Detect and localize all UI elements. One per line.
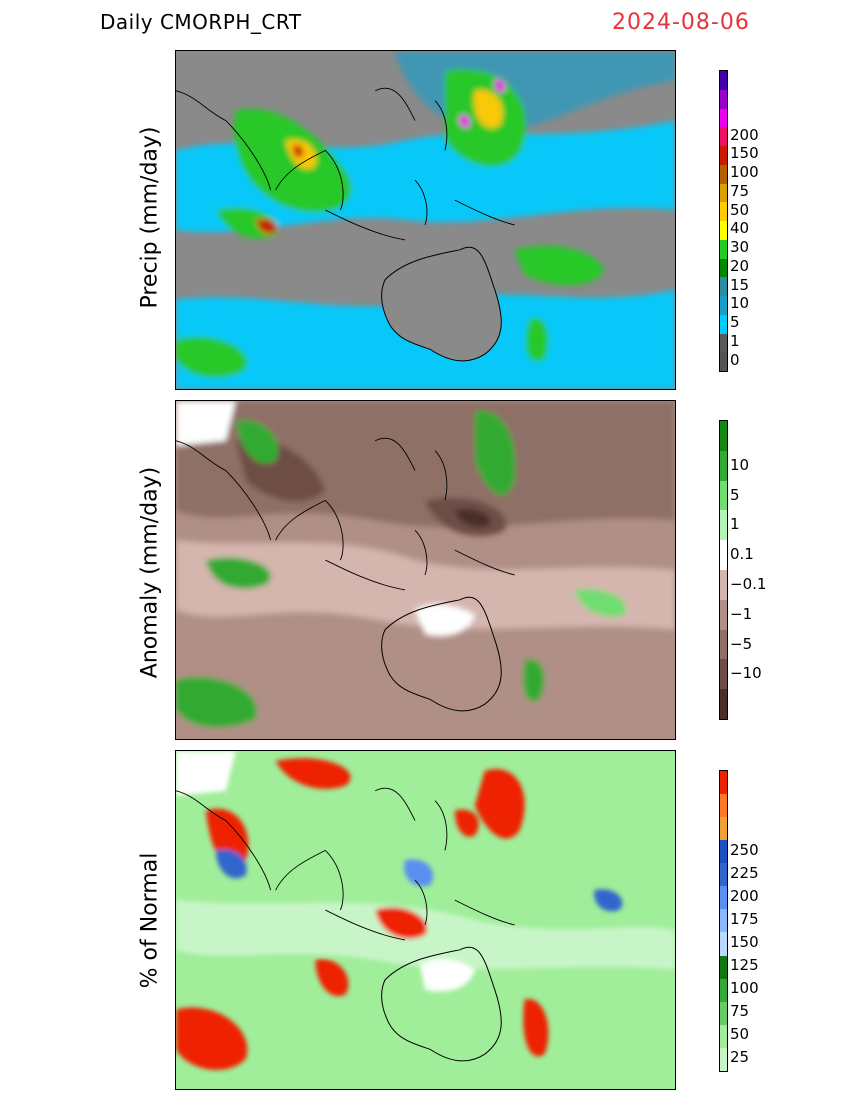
colorbar-tick-label: 25 [730, 1048, 750, 1067]
colorbar-tick-label: 175 [730, 910, 759, 928]
colorbar-tick-label: −0.1 [730, 574, 767, 593]
colorbar-swatch [720, 909, 727, 933]
colorbar-swatch [720, 510, 727, 541]
colorbar-swatch [720, 629, 727, 660]
colorbar-swatch [720, 794, 727, 818]
colorbar-swatch [720, 599, 727, 630]
colorbar-swatch [720, 1047, 727, 1071]
colorbar-tick-label: 100 [730, 979, 759, 998]
colorbar-tick-label: 15 [730, 275, 750, 294]
product-title: Daily CMORPH_CRT [100, 10, 302, 34]
colorbar-tick-label: 5 [730, 313, 740, 332]
anomaly-map-panel [175, 400, 676, 740]
colorbar-tick-label: 75 [730, 181, 750, 200]
date-title: 2024-08-06 [612, 10, 750, 35]
colorbar-tick-label: −10 [730, 664, 762, 683]
colorbar-tick-label: 1 [730, 515, 740, 534]
colorbar-swatch [720, 689, 727, 719]
colorbar-tick-label: 30 [730, 238, 750, 257]
colorbar-swatch [720, 817, 727, 841]
colorbar-tick-label: 200 [730, 125, 759, 144]
colorbar-swatch [720, 108, 727, 128]
colorbar-swatch [720, 886, 727, 910]
colorbar-tick-label: 100 [730, 163, 759, 182]
colorbar-swatch [720, 127, 727, 146]
colorbar-tick-label: 75 [730, 1002, 750, 1021]
colorbar-swatch [720, 421, 727, 451]
colorbar-swatch [720, 955, 727, 979]
colorbar-tick-label: 0.1 [730, 545, 754, 564]
colorbar-tick-label: 50 [730, 200, 750, 219]
colorbar-swatch [720, 978, 727, 1002]
colorbar-swatch [720, 771, 727, 795]
colorbar-swatch [720, 258, 727, 278]
colorbar-swatch [720, 146, 727, 165]
colorbar-tick-label: −5 [730, 634, 753, 653]
colorbar-swatch [720, 71, 727, 90]
precip-map-panel [175, 50, 676, 390]
colorbar-swatch [720, 540, 727, 570]
colorbar-swatch [720, 202, 727, 221]
colorbar-swatch [720, 450, 727, 481]
colorbar-swatch [720, 314, 727, 334]
colorbar-swatch [720, 296, 727, 315]
colorbar-swatch [720, 659, 727, 690]
colorbar-tick-label: 50 [730, 1025, 750, 1044]
colorbar-swatch [720, 183, 727, 203]
colorbar-tick-label: 5 [730, 485, 740, 504]
colorbar-swatch [720, 840, 727, 864]
anomaly-colorbar [719, 420, 728, 720]
colorbar-swatch [720, 1001, 727, 1025]
colorbar-tick-label: −1 [730, 604, 753, 623]
colorbar-swatch [720, 352, 727, 371]
colorbar-swatch [720, 89, 727, 109]
colorbar-swatch [720, 932, 727, 956]
colorbar-swatch [720, 277, 727, 296]
precip-colorbar [719, 70, 728, 372]
colorbar-tick-label: 10 [730, 294, 750, 313]
colorbar-tick-label: 200 [730, 886, 759, 905]
colorbar-swatch [720, 239, 727, 259]
colorbar-swatch [720, 1024, 727, 1048]
colorbar-tick-label: 40 [730, 219, 750, 238]
percent-normal-ylabel: % of Normal [137, 852, 163, 989]
percent-normal-colorbar [719, 770, 728, 1072]
colorbar-swatch [720, 333, 727, 353]
colorbar-swatch [720, 863, 727, 887]
colorbar-tick-label: 10 [730, 455, 750, 474]
colorbar-tick-label: 150 [730, 144, 759, 163]
colorbar-tick-label: 225 [730, 863, 759, 882]
colorbar-tick-label: 250 [730, 840, 759, 859]
colorbar-swatch [720, 569, 727, 600]
colorbar-tick-label: 0 [730, 350, 740, 369]
precip-ylabel: Precip (mm/day) [137, 126, 163, 309]
colorbar-tick-label: 125 [730, 956, 759, 975]
percent-normal-map-panel [175, 750, 676, 1090]
colorbar-swatch [720, 164, 727, 184]
colorbar-tick-label: 20 [730, 256, 750, 275]
percent-normal-map [176, 751, 675, 1089]
anomaly-map [176, 401, 675, 739]
anomaly-ylabel: Anomaly (mm/day) [137, 466, 163, 679]
precip-map [176, 51, 675, 389]
colorbar-swatch [720, 480, 727, 511]
colorbar-tick-label: 150 [730, 933, 759, 952]
colorbar-swatch [720, 221, 727, 240]
colorbar-tick-label: 1 [730, 331, 740, 350]
